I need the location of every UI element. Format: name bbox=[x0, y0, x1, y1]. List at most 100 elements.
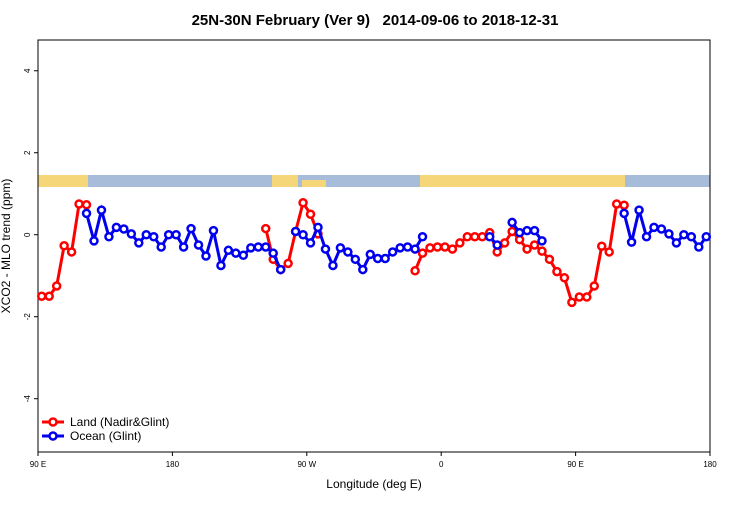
point bbox=[178, 242, 189, 252]
point bbox=[417, 232, 428, 242]
point bbox=[619, 200, 629, 210]
x-axis-label: Longitude (deg E) bbox=[326, 477, 421, 491]
point bbox=[298, 198, 308, 208]
land-band bbox=[272, 175, 298, 187]
point bbox=[246, 243, 256, 253]
point bbox=[507, 217, 517, 228]
point bbox=[223, 245, 234, 256]
plot-frame bbox=[37, 39, 711, 453]
point bbox=[313, 222, 323, 233]
point bbox=[544, 254, 555, 265]
point bbox=[387, 247, 398, 257]
legend-label: Land (Nadir&Glint) bbox=[70, 415, 169, 429]
series-line bbox=[41, 199, 625, 305]
y-tick-label: 0 bbox=[23, 232, 32, 237]
point bbox=[447, 244, 458, 254]
point bbox=[74, 199, 84, 209]
point bbox=[216, 260, 226, 271]
point bbox=[507, 226, 517, 237]
point bbox=[417, 248, 428, 258]
point bbox=[298, 229, 308, 240]
point bbox=[283, 258, 293, 269]
point bbox=[604, 247, 614, 257]
y-tick-label: -4 bbox=[23, 395, 32, 403]
point bbox=[701, 232, 712, 242]
point bbox=[59, 241, 69, 251]
point bbox=[44, 291, 54, 301]
point bbox=[365, 249, 376, 260]
point bbox=[679, 229, 689, 240]
point bbox=[477, 232, 488, 242]
point bbox=[290, 226, 301, 237]
x-tick-label: 90 E bbox=[567, 460, 583, 469]
point bbox=[260, 223, 271, 234]
point bbox=[582, 292, 592, 302]
point bbox=[275, 264, 286, 275]
legend-marker bbox=[48, 417, 58, 427]
point bbox=[260, 242, 271, 252]
point bbox=[522, 244, 532, 254]
legend-marker bbox=[48, 431, 58, 441]
point bbox=[529, 225, 540, 236]
land-sea-strip bbox=[38, 175, 710, 187]
legend-label: Ocean (Glint) bbox=[70, 429, 141, 443]
land-band bbox=[302, 180, 326, 187]
point bbox=[358, 264, 368, 275]
point bbox=[81, 208, 92, 219]
point bbox=[589, 281, 600, 291]
point bbox=[567, 297, 577, 308]
x-tick-label: 180 bbox=[703, 460, 717, 469]
point bbox=[596, 241, 607, 251]
land-band bbox=[420, 175, 625, 187]
point bbox=[201, 251, 211, 261]
point bbox=[664, 229, 674, 239]
x-tick-label: 90 E bbox=[30, 460, 46, 469]
point bbox=[402, 242, 413, 252]
point bbox=[671, 238, 682, 248]
point bbox=[537, 246, 547, 256]
point bbox=[634, 205, 644, 215]
point bbox=[238, 250, 249, 260]
point bbox=[522, 225, 532, 236]
point bbox=[656, 224, 667, 234]
point bbox=[268, 248, 278, 258]
point bbox=[537, 236, 547, 246]
point bbox=[611, 199, 622, 209]
point bbox=[126, 229, 137, 239]
point bbox=[171, 229, 181, 240]
point bbox=[492, 240, 502, 250]
point bbox=[148, 232, 159, 242]
point bbox=[380, 253, 390, 264]
point bbox=[89, 236, 99, 246]
point bbox=[193, 240, 204, 250]
point bbox=[81, 200, 92, 210]
point bbox=[425, 243, 435, 253]
point bbox=[141, 229, 152, 240]
x-tick-label: 180 bbox=[166, 460, 180, 469]
point bbox=[686, 232, 697, 242]
point bbox=[208, 225, 219, 236]
point bbox=[499, 238, 510, 248]
point bbox=[343, 247, 353, 257]
point bbox=[134, 238, 144, 248]
point bbox=[66, 247, 77, 257]
chart-title: 25N-30N February (Ver 9) 2014-09-06 to 2… bbox=[192, 12, 559, 29]
point bbox=[529, 240, 540, 250]
point bbox=[119, 224, 129, 234]
point bbox=[163, 229, 174, 240]
point bbox=[484, 232, 495, 242]
point bbox=[186, 223, 196, 234]
point bbox=[51, 281, 62, 291]
x-tick-label: 0 bbox=[439, 460, 444, 469]
point bbox=[328, 260, 338, 271]
point bbox=[372, 253, 383, 264]
y-axis-label: XCO2 - MLO trend (ppm) bbox=[0, 179, 13, 314]
y-tick-label: 2 bbox=[23, 150, 32, 155]
point bbox=[253, 242, 264, 252]
point bbox=[410, 266, 420, 276]
point bbox=[395, 243, 405, 253]
point bbox=[649, 222, 659, 233]
point bbox=[111, 222, 122, 233]
point bbox=[514, 227, 525, 238]
